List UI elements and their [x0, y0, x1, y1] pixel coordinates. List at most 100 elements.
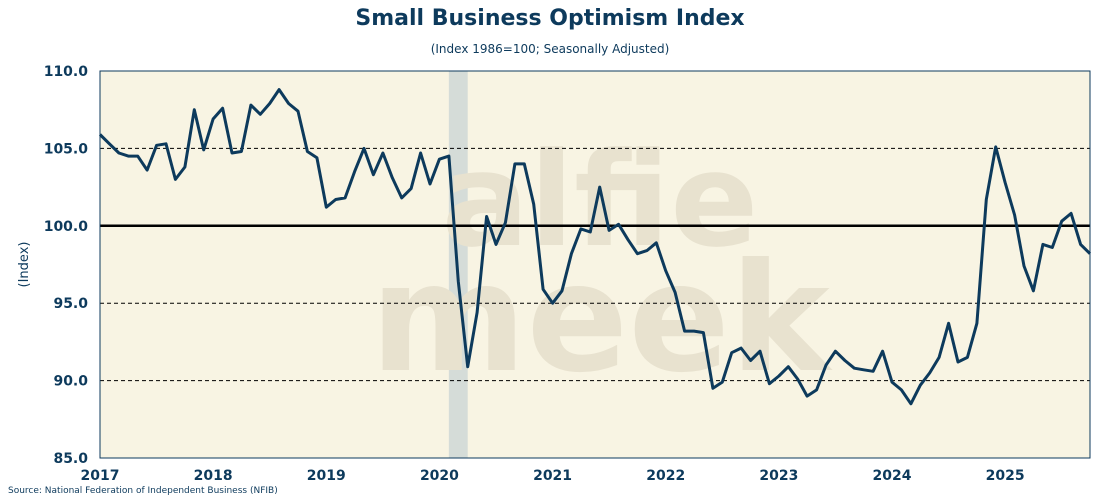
data-point: [825, 364, 827, 366]
y-tick-label: 100.0: [44, 219, 89, 235]
data-point: [401, 197, 403, 199]
data-point: [240, 150, 242, 152]
data-point: [448, 155, 450, 157]
data-point: [787, 366, 789, 368]
data-point: [863, 369, 865, 371]
data-point: [806, 395, 808, 397]
data-point: [514, 163, 516, 165]
data-point: [957, 361, 959, 363]
x-tick-label: 2017: [81, 468, 120, 484]
data-point: [684, 330, 686, 332]
data-point: [731, 352, 733, 354]
data-point: [712, 387, 714, 389]
data-point: [476, 311, 478, 313]
data-point: [438, 158, 440, 160]
x-tick-label: 2018: [194, 468, 233, 484]
x-tick-label: 2020: [420, 468, 459, 484]
x-tick-label: 2025: [986, 468, 1025, 484]
data-point: [646, 250, 648, 252]
data-point: [655, 242, 657, 244]
data-point: [853, 367, 855, 369]
data-point: [231, 152, 233, 154]
y-axis-label: (Index): [17, 242, 32, 288]
data-point: [693, 330, 695, 332]
data-point: [1014, 214, 1016, 216]
data-point: [1032, 290, 1034, 292]
data-point: [929, 372, 931, 374]
data-point: [306, 150, 308, 152]
data-point: [165, 143, 167, 145]
data-point: [636, 253, 638, 255]
data-point: [193, 109, 195, 111]
y-tick-label: 105.0: [44, 141, 89, 157]
data-point: [533, 203, 535, 205]
data-point: [504, 222, 506, 224]
x-tick-label: 2023: [759, 468, 798, 484]
data-point: [948, 322, 950, 324]
x-tick-label: 2021: [533, 468, 572, 484]
data-point: [589, 231, 591, 233]
data-point: [212, 118, 214, 120]
data-point: [627, 239, 629, 241]
data-point: [834, 350, 836, 352]
data-point: [552, 302, 554, 304]
data-point: [344, 197, 346, 199]
data-point: [910, 403, 912, 405]
x-tick-label: 2024: [873, 468, 912, 484]
x-tick-label: 2022: [646, 468, 685, 484]
data-point: [1070, 212, 1072, 214]
data-point: [297, 110, 299, 112]
data-point: [184, 166, 186, 168]
data-point: [288, 103, 290, 105]
data-point: [1061, 220, 1063, 222]
data-point: [561, 290, 563, 292]
data-point: [608, 229, 610, 231]
watermark-line-2: meek: [370, 232, 833, 406]
data-point: [702, 332, 704, 334]
data-point: [486, 216, 488, 218]
data-point: [816, 389, 818, 391]
data-point: [467, 366, 469, 368]
data-point: [844, 359, 846, 361]
data-point: [891, 381, 893, 383]
data-point: [580, 228, 582, 230]
series-line: [98, 88, 1092, 406]
y-tick-label: 90.0: [53, 374, 88, 390]
data-point: [429, 183, 431, 185]
source-note: Source: National Federation of Independe…: [8, 486, 278, 496]
data-point: [250, 104, 252, 106]
data-point: [523, 163, 525, 165]
data-point: [363, 147, 365, 149]
data-point: [372, 174, 374, 176]
data-point: [420, 152, 422, 154]
data-point: [108, 143, 110, 145]
watermark-line-1: alfie: [442, 124, 759, 276]
y-tick-label: 85.0: [53, 451, 88, 467]
data-point: [750, 359, 752, 361]
data-point: [137, 155, 139, 157]
chart-title: Small Business Optimism Index: [355, 6, 745, 31]
data-point: [778, 375, 780, 377]
data-point: [259, 113, 261, 115]
y-tick-label: 95.0: [53, 296, 88, 312]
data-point: [118, 152, 120, 154]
data-point: [410, 188, 412, 190]
data-point: [1051, 246, 1053, 248]
data-point: [391, 177, 393, 179]
data-point: [882, 350, 884, 352]
x-tick-label: 2019: [307, 468, 346, 484]
data-point: [269, 103, 271, 105]
data-point: [382, 152, 384, 154]
data-point: [872, 370, 874, 372]
data-point: [325, 206, 327, 208]
data-point: [740, 347, 742, 349]
data-point: [919, 384, 921, 386]
data-point: [768, 383, 770, 385]
data-point: [665, 270, 667, 272]
data-point: [146, 169, 148, 171]
data-point: [938, 356, 940, 358]
data-point: [354, 171, 356, 173]
data-point: [985, 198, 987, 200]
